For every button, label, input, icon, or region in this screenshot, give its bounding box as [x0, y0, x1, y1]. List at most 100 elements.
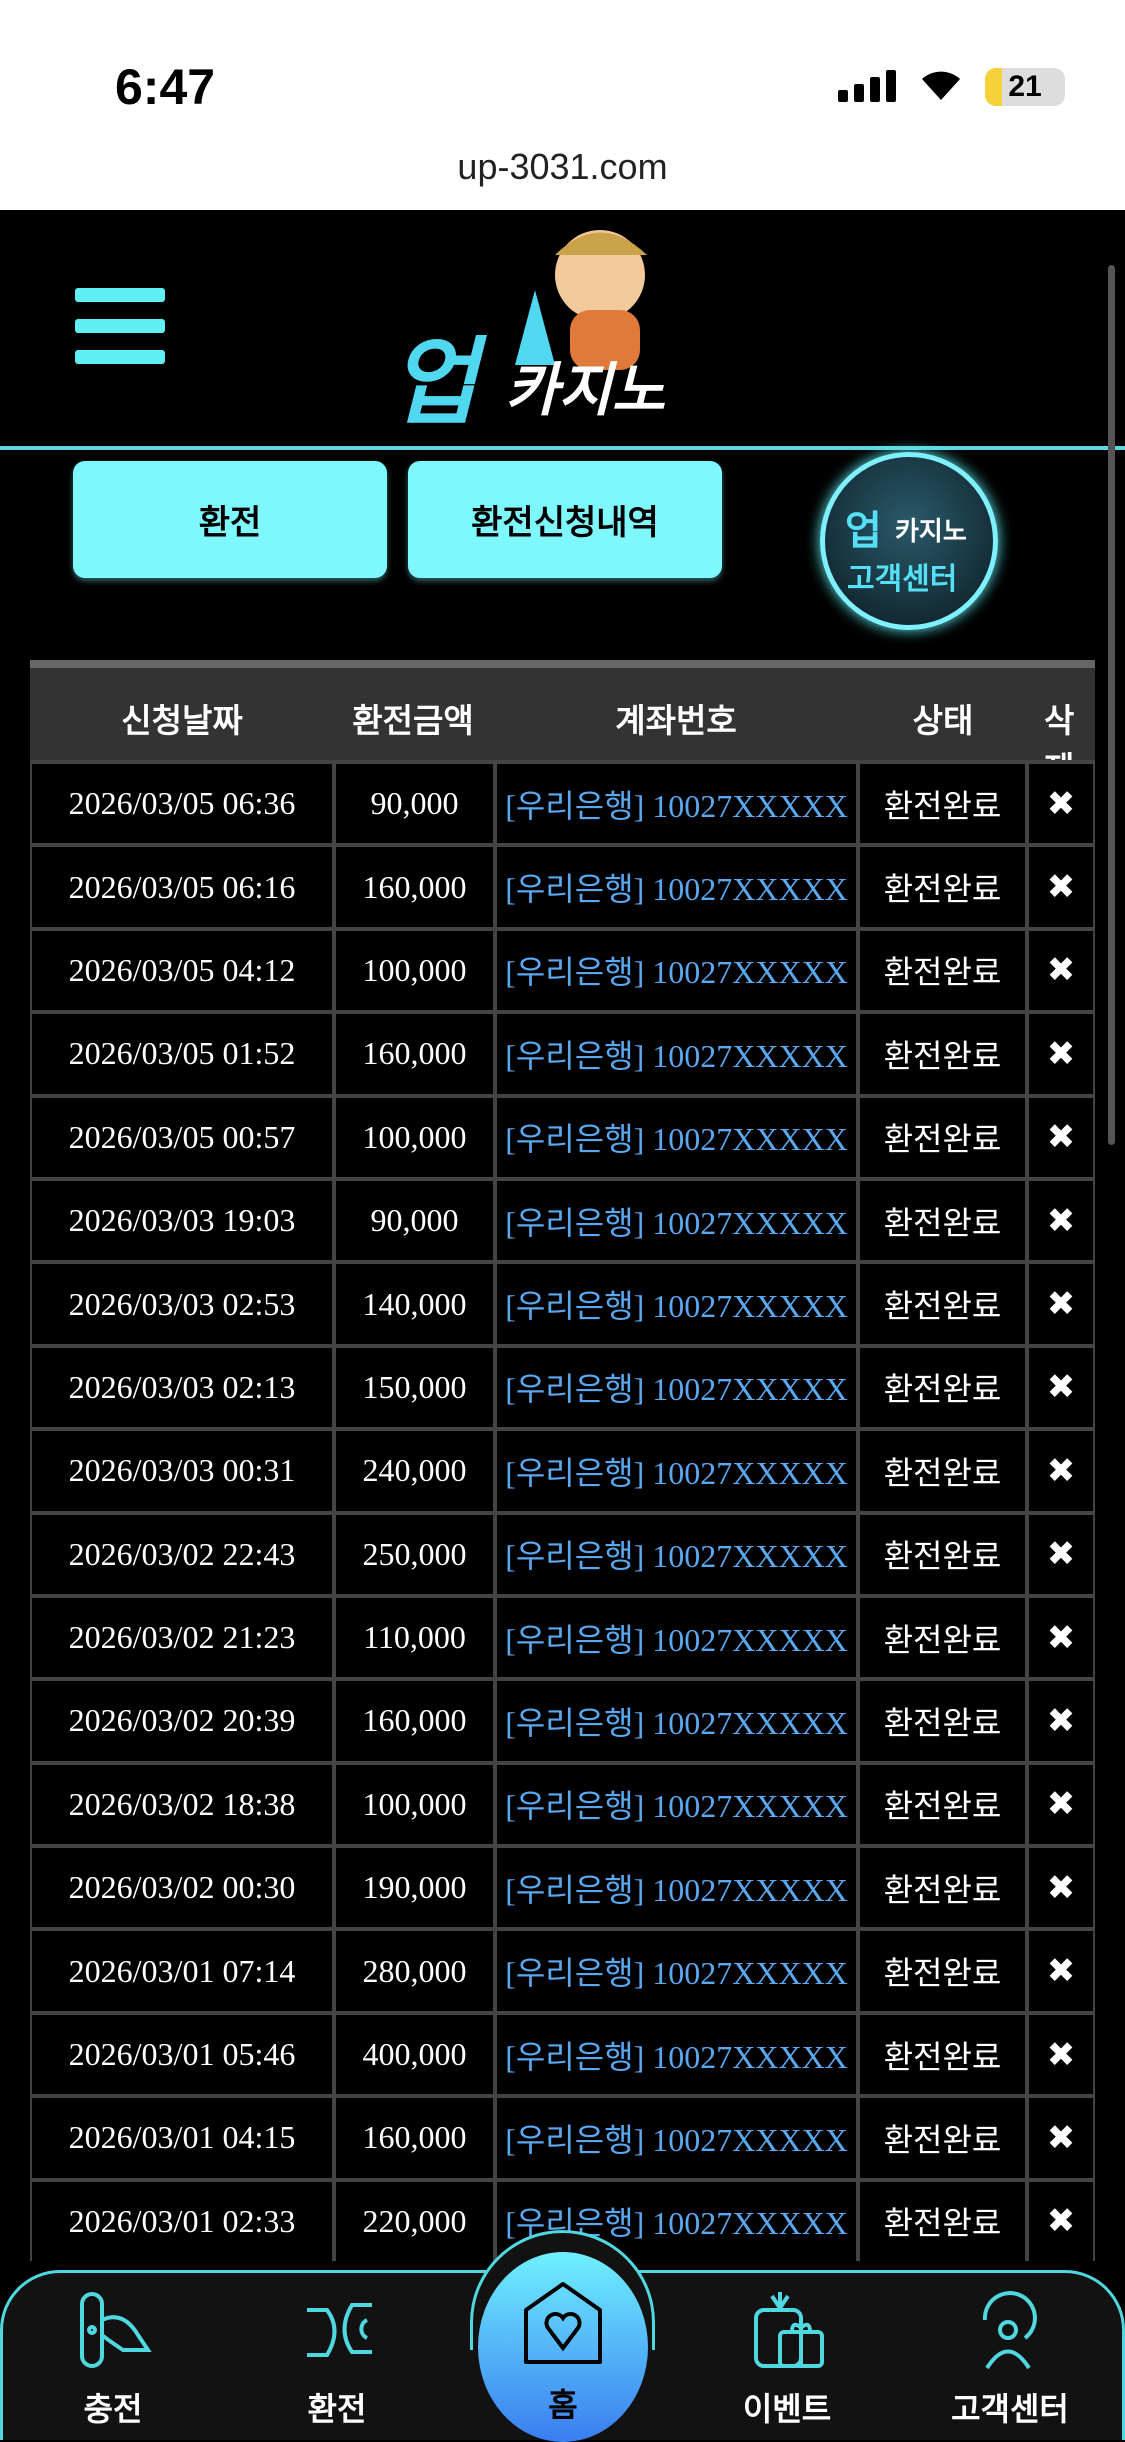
status-cell: 환전완료: [860, 1848, 1025, 1928]
nav-support-label: 고객센터: [951, 2390, 1069, 2428]
table-row: 2026/03/03 00:31 240,000 [우리은행] 10027XXXXX…: [30, 1427, 1095, 1511]
delete-icon[interactable]: ✖: [1029, 1681, 1093, 1761]
col-amount: 환전금액: [352, 701, 474, 740]
date-cell: 2026/03/03 02:53: [32, 1264, 332, 1344]
delete-icon[interactable]: ✖: [1029, 1014, 1093, 1094]
delete-icon[interactable]: ✖: [1029, 2098, 1093, 2178]
status-cell: 환전완료: [860, 1097, 1025, 1177]
amount-cell: 100,000: [336, 930, 493, 1011]
nav-exchange-label: 환전: [307, 2390, 367, 2428]
account-cell: [우리은행] 10027XXXXX: [497, 1431, 856, 1511]
table-row: 2026/03/03 02:53 140,000 [우리은행] 10027XXXXX…: [30, 1260, 1095, 1344]
account-cell: [우리은행] 10027XXXXX: [497, 1681, 856, 1761]
account-cell: [우리은행] 10027XXXXX: [497, 930, 856, 1011]
date-cell: 2026/03/01 02:33: [32, 2181, 332, 2262]
delete-icon[interactable]: ✖: [1029, 1597, 1093, 1678]
date-cell: 2026/03/01 07:14: [32, 1931, 332, 2011]
delete-icon[interactable]: ✖: [1029, 1764, 1093, 1845]
tab-exchange[interactable]: 환전: [73, 461, 387, 578]
delete-icon[interactable]: ✖: [1029, 1931, 1093, 2011]
delete-icon[interactable]: ✖: [1029, 1097, 1093, 1177]
gift-icon: [754, 2292, 824, 2368]
table-row: 2026/03/02 21:23 110,000 [우리은행] 10027XXXXX…: [30, 1593, 1095, 1678]
account-cell: [우리은행] 10027XXXXX: [497, 1514, 856, 1594]
account-cell: [우리은행] 10027XXXXX: [497, 1014, 856, 1094]
status-cell: 환전완료: [860, 2181, 1025, 2262]
nav-event-label: 이벤트: [742, 2390, 832, 2428]
date-cell: 2026/03/01 04:15: [32, 2098, 332, 2178]
customer-support-fab[interactable]: 업 카지노 고객센터: [820, 452, 998, 630]
account-cell: [우리은행] 10027XXXXX: [497, 1264, 856, 1344]
account-cell: [우리은행] 10027XXXXX: [497, 1848, 856, 1928]
status-cell: 환전완료: [860, 2098, 1025, 2178]
delete-icon[interactable]: ✖: [1029, 1264, 1093, 1344]
exchange-icon: [307, 2303, 372, 2357]
table-row: 2026/03/05 06:36 90,000 [우리은행] 10027XXXXX 환…: [30, 760, 1095, 844]
delete-icon[interactable]: ✖: [1029, 847, 1093, 927]
status-cell: 환전완료: [860, 1180, 1025, 1261]
table-row: 2026/03/05 01:52 160,000 [우리은행] 10027XXXXX…: [30, 1010, 1095, 1094]
date-cell: 2026/03/01 05:46: [32, 2014, 332, 2095]
account-cell: [우리은행] 10027XXXXX: [497, 847, 856, 927]
amount-cell: 160,000: [336, 1681, 493, 1761]
status-cell: 환전완료: [860, 1931, 1025, 2011]
delete-icon[interactable]: ✖: [1029, 1180, 1093, 1261]
table-row: 2026/03/02 20:39 160,000 [우리은행] 10027XXXXX…: [30, 1677, 1095, 1761]
amount-cell: 240,000: [336, 1431, 493, 1511]
status-cell: 환전완료: [860, 764, 1025, 844]
url-bar[interactable]: up-3031.com: [457, 146, 668, 187]
tab-exchange-history[interactable]: 환전신청내역: [408, 461, 722, 578]
delete-icon[interactable]: ✖: [1029, 764, 1093, 844]
delete-icon[interactable]: ✖: [1029, 2181, 1093, 2262]
account-cell: [우리은행] 10027XXXXX: [497, 1097, 856, 1177]
date-cell: 2026/03/02 20:39: [32, 1681, 332, 1761]
delete-icon[interactable]: ✖: [1029, 930, 1093, 1011]
nav-home[interactable]: 홈: [478, 2252, 648, 2442]
col-account: 계좌번호: [615, 701, 737, 740]
status-cell: 환전완료: [860, 1681, 1025, 1761]
account-cell: [우리은행] 10027XXXXX: [497, 1180, 856, 1261]
status-cell: 환전완료: [860, 1431, 1025, 1511]
amount-cell: 100,000: [336, 1764, 493, 1845]
table-row: 2026/03/02 18:38 100,000 [우리은행] 10027XXXXX…: [30, 1760, 1095, 1845]
hamburger-icon: [75, 288, 165, 302]
fab-logo-sub: 카지노: [895, 517, 967, 547]
status-cell: 환전완료: [860, 1014, 1025, 1094]
menu-button[interactable]: [75, 288, 165, 368]
date-cell: 2026/03/05 01:52: [32, 1014, 332, 1094]
delete-icon[interactable]: ✖: [1029, 1848, 1093, 1928]
amount-cell: 140,000: [336, 1264, 493, 1344]
status-cell: 환전완료: [860, 1764, 1025, 1845]
table-row: 2026/03/03 02:13 150,000 [우리은행] 10027XXXXX…: [30, 1343, 1095, 1428]
table-row: 2026/03/05 00:57 100,000 [우리은행] 10027XXXXX…: [30, 1093, 1095, 1177]
table-row: 2026/03/05 04:12 100,000 [우리은행] 10027XXXXX…: [30, 926, 1095, 1011]
delete-icon[interactable]: ✖: [1029, 1431, 1093, 1511]
nav-charge[interactable]: 충전: [38, 2280, 188, 2436]
table-row: 2026/03/03 19:03 90,000 [우리은행] 10027XXXXX 환…: [30, 1176, 1095, 1261]
fab-label: 고객센터: [847, 562, 958, 597]
col-status: 상태: [912, 701, 974, 740]
scrollbar[interactable]: [1108, 265, 1115, 1145]
account-cell: [우리은행] 10027XXXXX: [497, 2181, 856, 2262]
delete-icon[interactable]: ✖: [1029, 1514, 1093, 1594]
charge-icon: [80, 2292, 152, 2368]
status-cell: 환전완료: [860, 847, 1025, 927]
account-cell: [우리은행] 10027XXXXX: [497, 1597, 856, 1678]
delete-icon[interactable]: ✖: [1029, 1347, 1093, 1428]
header-divider: [0, 446, 1125, 450]
account-cell: [우리은행] 10027XXXXX: [497, 2098, 856, 2178]
logo[interactable]: 업 카지노: [385, 215, 745, 425]
date-cell: 2026/03/05 06:36: [32, 764, 332, 844]
amount-cell: 160,000: [336, 2098, 493, 2178]
nav-support[interactable]: 고객센터: [935, 2280, 1085, 2436]
nav-exchange[interactable]: 환전: [262, 2280, 412, 2436]
date-cell: 2026/03/03 00:31: [32, 1431, 332, 1511]
delete-icon[interactable]: ✖: [1029, 2014, 1093, 2095]
table-row: 2026/03/01 05:46 400,000 [우리은행] 10027XXXXX…: [30, 2010, 1095, 2095]
date-cell: 2026/03/03 19:03: [32, 1180, 332, 1261]
status-cell: 환전완료: [860, 930, 1025, 1011]
amount-cell: 280,000: [336, 1931, 493, 2011]
nav-home-label: 홈: [548, 2386, 578, 2424]
nav-event[interactable]: 이벤트: [712, 2280, 862, 2436]
col-date: 신청날짜: [121, 701, 243, 740]
